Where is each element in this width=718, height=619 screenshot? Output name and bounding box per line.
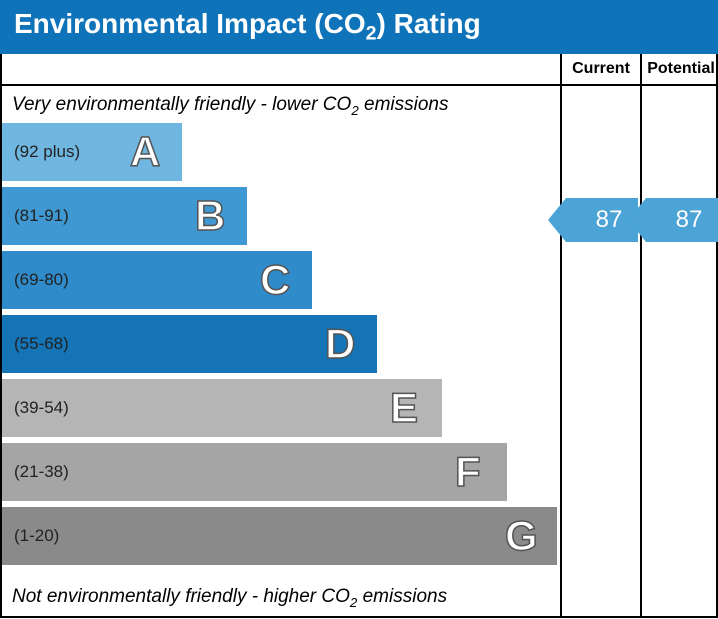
band-letter: E <box>390 384 418 432</box>
band-range: (21-38) <box>14 462 69 482</box>
band-f: (21-38) F <box>2 443 560 501</box>
potential-value: 87 <box>676 206 703 234</box>
band-letter: G <box>505 512 538 560</box>
current-value: 87 <box>596 206 623 234</box>
potential-marker: 87 <box>646 198 718 242</box>
band-range: (92 plus) <box>14 142 80 162</box>
band-letter: C <box>260 256 290 304</box>
potential-column: 87 <box>640 86 718 616</box>
rating-grid: Current Potential Very environmentally f… <box>0 54 718 618</box>
band-letter: F <box>455 448 481 496</box>
band-e: (39-54) E <box>2 379 560 437</box>
band-g: (1-20) G <box>2 507 560 565</box>
band-d: (55-68) D <box>2 315 560 373</box>
header-current: Current <box>560 54 640 86</box>
title-text-b: ) Rating <box>377 8 481 39</box>
header-potential: Potential <box>640 54 718 86</box>
band-letter: B <box>195 192 225 240</box>
caption-top: Very environmentally friendly - lower CO… <box>2 94 560 118</box>
current-column: 87 <box>560 86 640 616</box>
band-b: (81-91) B <box>2 187 560 245</box>
header-left-blank <box>2 54 560 86</box>
caption-bottom: Not environmentally friendly - higher CO… <box>2 586 447 610</box>
title-sub: 2 <box>366 23 377 45</box>
bands-column: Very environmentally friendly - lower CO… <box>2 86 560 616</box>
band-range: (39-54) <box>14 398 69 418</box>
band-letter: D <box>325 320 355 368</box>
band-range: (69-80) <box>14 270 69 290</box>
title-text-a: Environmental Impact (CO <box>14 8 366 39</box>
band-range: (1-20) <box>14 526 59 546</box>
band-letter: A <box>130 128 160 176</box>
band-bar <box>2 507 557 565</box>
title-bar: Environmental Impact (CO2) Rating <box>0 0 718 54</box>
band-a: (92 plus) A <box>2 123 560 181</box>
band-bar <box>2 443 507 501</box>
band-range: (55-68) <box>14 334 69 354</box>
band-range: (81-91) <box>14 206 69 226</box>
band-c: (69-80) C <box>2 251 560 309</box>
